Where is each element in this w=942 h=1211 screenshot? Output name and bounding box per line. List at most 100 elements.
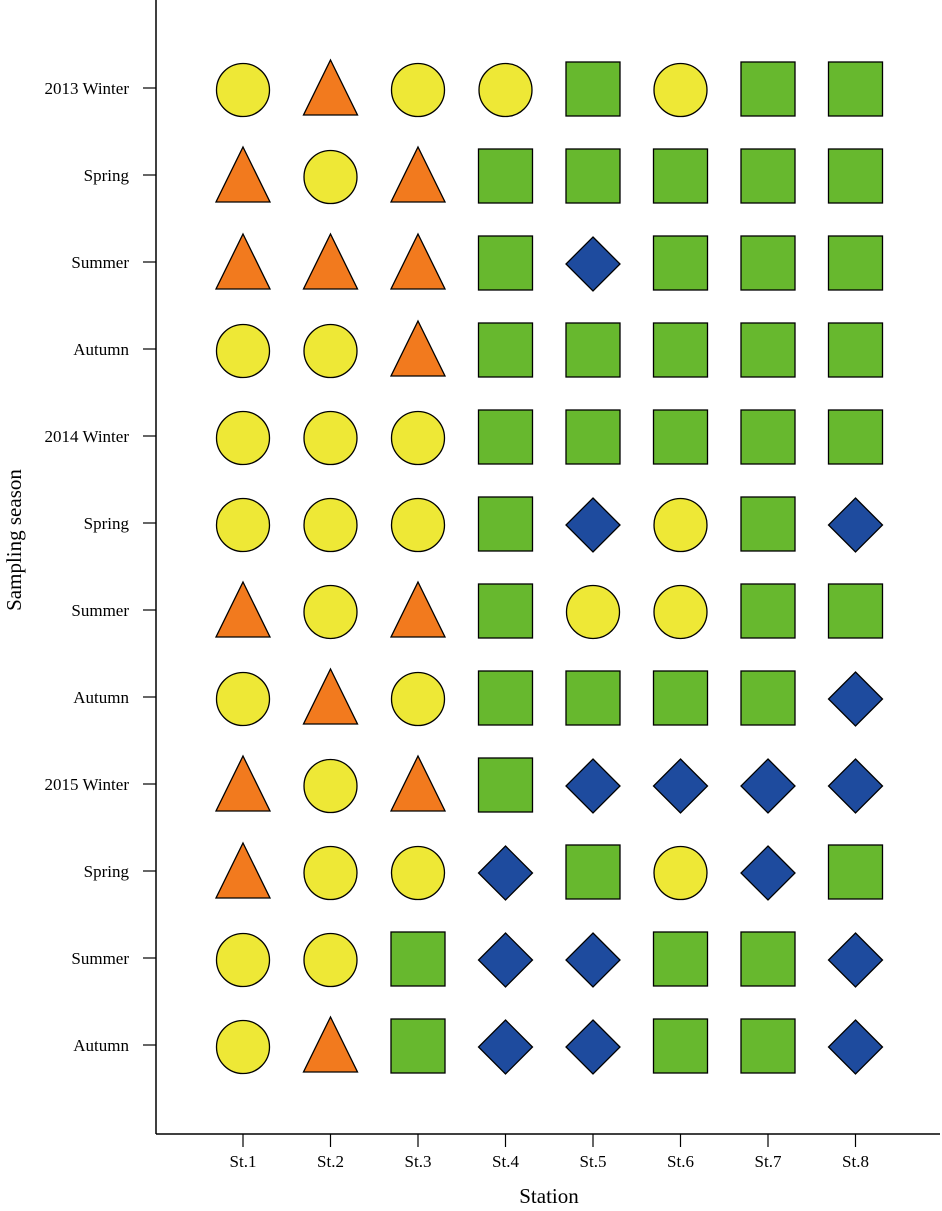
diamond-marker — [565, 497, 621, 553]
y-tick-label: 2014 Winter — [45, 427, 130, 446]
triangle-marker — [389, 754, 447, 812]
square-marker — [827, 844, 884, 900]
x-tick-label: St.4 — [492, 1152, 519, 1171]
diamond-marker — [477, 932, 534, 988]
y-tick-label: Spring — [84, 862, 130, 881]
square-marker — [827, 61, 884, 117]
square-marker — [565, 148, 621, 204]
circle-marker — [303, 149, 358, 205]
x-tick-label: St.6 — [667, 1152, 694, 1171]
circle-marker — [215, 410, 271, 466]
circle-marker — [215, 932, 271, 988]
square-marker — [477, 757, 534, 813]
triangle-marker — [214, 754, 272, 812]
square-marker — [740, 61, 796, 117]
triangle-marker — [214, 145, 272, 203]
circle-marker — [215, 1019, 271, 1075]
square-marker — [390, 931, 446, 987]
circle-marker — [653, 845, 708, 901]
triangle-marker — [389, 145, 447, 203]
circle-marker — [303, 932, 358, 988]
square-marker — [477, 148, 534, 204]
chart-markers — [214, 58, 884, 1075]
y-tick-label: Summer — [71, 253, 129, 272]
x-tick-label: St.3 — [405, 1152, 432, 1171]
diamond-marker — [827, 671, 884, 727]
x-axis-title: Station — [519, 1184, 579, 1208]
square-marker — [565, 409, 621, 465]
diamond-marker — [477, 845, 534, 901]
x-tick-label: St.2 — [317, 1152, 344, 1171]
circle-marker — [390, 497, 446, 553]
circle-marker — [390, 62, 446, 118]
y-tick-label: Summer — [71, 949, 129, 968]
circle-marker — [653, 584, 708, 640]
square-marker — [652, 931, 709, 987]
y-tick-label: Spring — [84, 514, 130, 533]
square-marker — [477, 235, 534, 291]
square-marker — [740, 235, 796, 291]
y-tick-label: Autumn — [73, 340, 129, 359]
square-marker — [827, 409, 884, 465]
y-tick-label: 2013 Winter — [45, 79, 130, 98]
square-marker — [652, 322, 709, 378]
circle-marker — [390, 671, 446, 727]
square-marker — [740, 148, 796, 204]
square-marker — [740, 931, 796, 987]
circle-marker — [303, 497, 358, 553]
diamond-marker — [827, 497, 884, 553]
y-tick-label: Autumn — [73, 688, 129, 707]
square-marker — [652, 148, 709, 204]
y-axis-ticks: 2013 Winter Spring Summer Autumn 2014 Winter… — [45, 79, 156, 1055]
square-marker — [740, 496, 796, 552]
x-axis-ticks: St.1 St.2 St.3 St.4 St.5 St.6 St.7 St.8 — [230, 1134, 869, 1171]
circle-marker — [653, 62, 708, 118]
y-tick-label: 2015 Winter — [45, 775, 130, 794]
circle-marker — [478, 62, 533, 118]
square-marker — [652, 235, 709, 291]
square-marker — [740, 1018, 796, 1074]
y-tick-label: Autumn — [73, 1036, 129, 1055]
diamond-marker — [565, 932, 621, 988]
diamond-marker — [827, 932, 884, 988]
circle-marker — [390, 845, 446, 901]
triangle-marker — [302, 58, 359, 116]
circle-marker — [303, 323, 358, 379]
y-axis-title: Sampling season — [2, 469, 26, 611]
square-marker — [477, 409, 534, 465]
x-tick-label: St.7 — [755, 1152, 782, 1171]
circle-marker — [303, 410, 358, 466]
circle-marker — [303, 845, 358, 901]
square-marker — [565, 61, 621, 117]
diamond-marker — [740, 845, 796, 901]
diamond-marker — [565, 236, 621, 292]
square-marker — [740, 583, 796, 639]
triangle-marker — [214, 580, 272, 638]
circle-marker — [215, 497, 271, 553]
square-marker — [477, 583, 534, 639]
triangle-marker — [302, 232, 359, 290]
axes — [155, 0, 940, 1135]
square-marker — [477, 496, 534, 552]
square-marker — [827, 583, 884, 639]
square-marker — [477, 322, 534, 378]
circle-marker — [390, 410, 446, 466]
triangle-marker — [389, 232, 447, 290]
diamond-marker — [477, 1019, 534, 1075]
square-marker — [652, 670, 709, 726]
triangle-marker — [389, 580, 447, 638]
diamond-marker — [652, 758, 709, 814]
x-tick-label: St.5 — [580, 1152, 607, 1171]
x-tick-label: St.1 — [230, 1152, 257, 1171]
y-tick-label: Summer — [71, 601, 129, 620]
square-marker — [390, 1018, 446, 1074]
triangle-marker — [214, 841, 272, 899]
triangle-marker — [302, 667, 359, 725]
diamond-marker — [565, 1019, 621, 1075]
square-marker — [740, 409, 796, 465]
square-marker — [565, 322, 621, 378]
circle-marker — [653, 497, 708, 553]
square-marker — [740, 322, 796, 378]
x-tick-label: St.8 — [842, 1152, 869, 1171]
diamond-marker — [565, 758, 621, 814]
